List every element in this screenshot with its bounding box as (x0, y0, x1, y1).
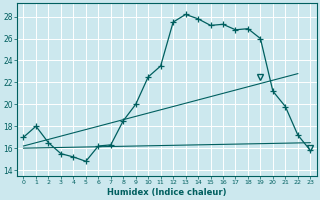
X-axis label: Humidex (Indice chaleur): Humidex (Indice chaleur) (107, 188, 227, 197)
